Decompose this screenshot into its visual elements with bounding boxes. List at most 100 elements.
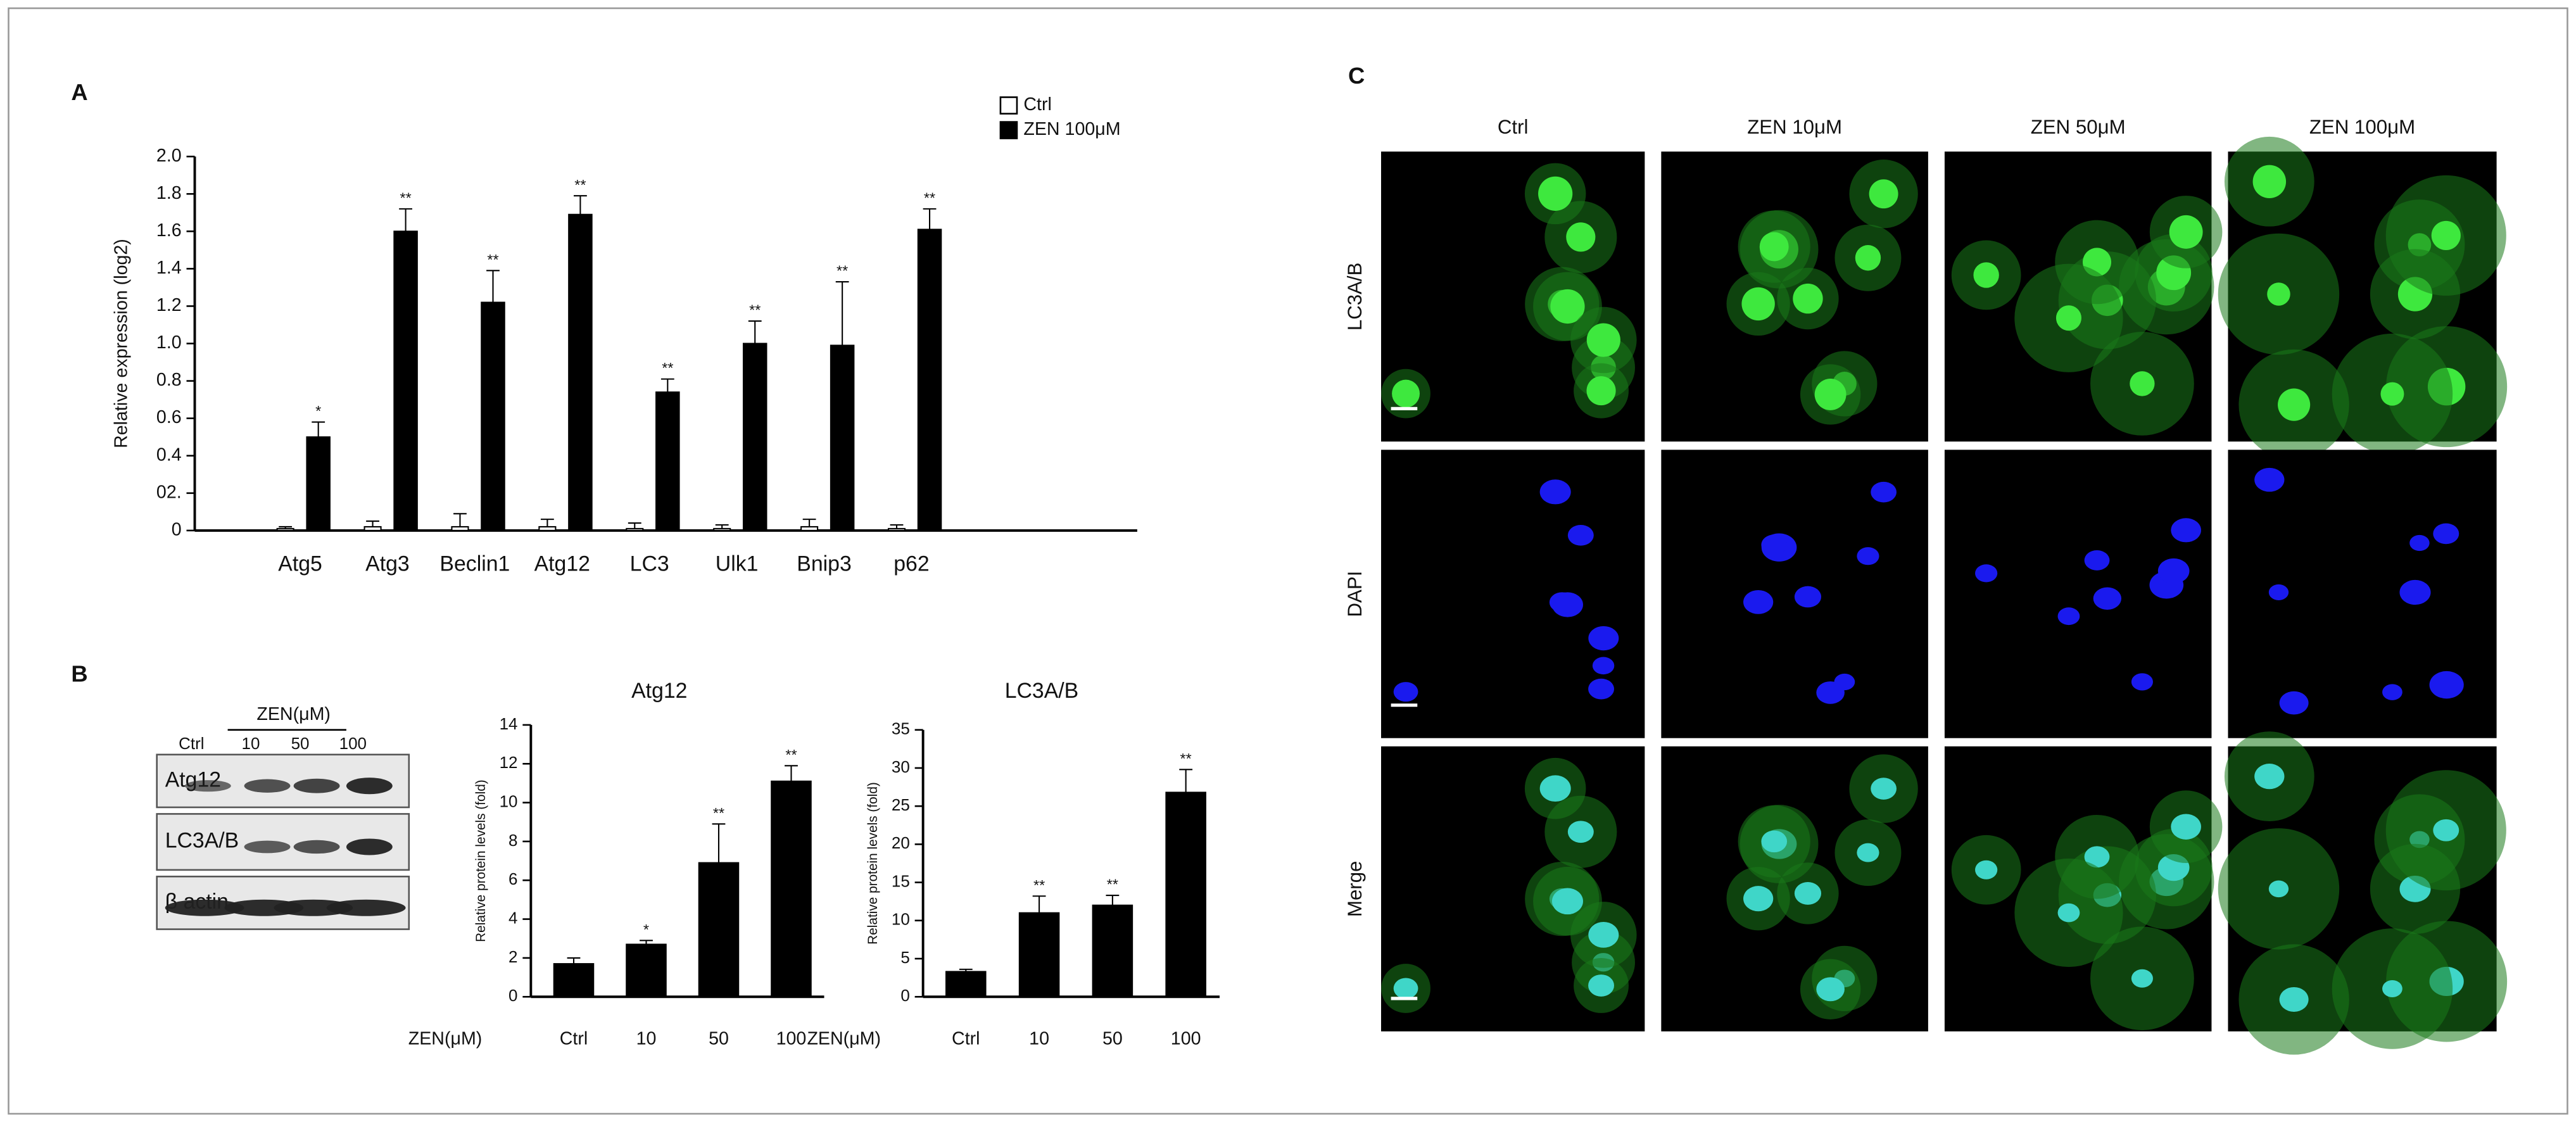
- panel-label: B: [71, 660, 87, 686]
- cell-nucleus: [2057, 903, 2080, 923]
- cell-nucleus: [2279, 691, 2309, 715]
- cell-nucleus: [1871, 481, 1897, 503]
- cell-nucleus: [2268, 880, 2289, 898]
- cell-nucleus: [1586, 323, 1620, 357]
- cell-nucleus: [1588, 921, 1619, 948]
- x-tick-label: Bnip3: [797, 552, 851, 576]
- y-tick-label: 1.6: [156, 220, 182, 241]
- cell-nucleus: [2429, 671, 2464, 699]
- y-tick-label: 15: [892, 871, 910, 890]
- x-tick-label: p62: [893, 552, 929, 576]
- cell-nucleus: [1857, 547, 1879, 565]
- x-axis-label: ZEN(μM): [807, 1028, 881, 1049]
- cell-nucleus: [2433, 523, 2459, 545]
- significance-label: **: [662, 360, 673, 376]
- blot-band: [165, 899, 244, 916]
- error-bar: [1179, 769, 1193, 793]
- error-bar: [640, 940, 653, 945]
- error-bar: [835, 281, 849, 346]
- error-bar: [540, 519, 554, 527]
- cell-nucleus: [1973, 262, 1999, 288]
- cell-nucleus: [1793, 283, 1823, 314]
- y-tick-label: 2.0: [156, 146, 182, 166]
- significance-label: *: [643, 921, 649, 938]
- y-tick-label: 0.6: [156, 407, 182, 427]
- y-tick-label: 14: [500, 714, 518, 733]
- cell-nucleus: [1567, 821, 1594, 843]
- cell-nucleus: [1539, 775, 1571, 802]
- cell-nucleus: [2131, 673, 2153, 691]
- y-tick-label: 8: [508, 831, 517, 850]
- cell-nucleus: [2382, 684, 2402, 700]
- y-axis-label: Relative protein levels (fold): [474, 779, 488, 942]
- bar: [626, 943, 667, 998]
- cell-nucleus: [1393, 682, 1418, 702]
- column-label: ZEN 100μM: [2309, 116, 2415, 138]
- bar: [451, 526, 469, 531]
- cell-nucleus: [1794, 586, 1822, 608]
- cell-nucleus: [2130, 371, 2155, 396]
- bar: [276, 527, 294, 531]
- x-axis-label: ZEN(μM): [408, 1028, 483, 1049]
- error-bar: [574, 195, 587, 215]
- error-bar: [486, 270, 500, 303]
- panel-label: C: [1348, 63, 1365, 89]
- cell-nucleus: [2171, 814, 2201, 840]
- significance-label: **: [574, 177, 586, 193]
- cell-nucleus: [2254, 764, 2285, 790]
- cell-nucleus: [1869, 179, 1898, 209]
- y-tick-label: 1.2: [156, 295, 182, 315]
- cell-nucleus: [1550, 289, 1585, 324]
- row-label: DAPI: [1344, 571, 1366, 617]
- cell-nucleus: [2057, 607, 2080, 626]
- x-tick-label: 100: [1171, 1028, 1201, 1049]
- x-tick-label: LC3: [630, 552, 669, 576]
- y-tick-label: 0.4: [156, 444, 182, 465]
- blot-band: [184, 780, 231, 792]
- cell-nucleus: [1588, 974, 1615, 997]
- x-tick-label: 50: [709, 1028, 729, 1049]
- error-bar: [312, 421, 325, 438]
- significance-label: **: [837, 263, 848, 279]
- bar: [830, 344, 855, 531]
- cell-nucleus: [1743, 589, 1774, 614]
- legend-label: ZEN 100μM: [1023, 119, 1120, 139]
- cell-nucleus: [1566, 222, 1596, 252]
- error-bar: [1106, 895, 1120, 905]
- cell-nucleus: [1816, 681, 1845, 704]
- error-bar: [802, 519, 816, 527]
- x-tick-label: 10: [636, 1028, 657, 1049]
- bar: [626, 527, 644, 531]
- cell-nucleus: [1588, 626, 1619, 651]
- error-bar: [748, 320, 762, 344]
- bar: [553, 963, 595, 998]
- bar: [917, 229, 942, 531]
- y-tick-label: 10: [892, 910, 910, 929]
- blot-band: [244, 779, 291, 793]
- blot-band: [346, 838, 393, 855]
- lane-label: 10: [242, 734, 260, 753]
- cell-nucleus: [2131, 969, 2153, 988]
- cell-nucleus: [1814, 379, 1847, 410]
- significance-label: **: [749, 302, 761, 318]
- significance-label: **: [1033, 877, 1045, 893]
- x-tick-label: 50: [1102, 1028, 1123, 1049]
- y-tick-label: 30: [892, 757, 910, 776]
- error-bar: [715, 524, 729, 529]
- x-tick-label: Beclin1: [439, 552, 510, 576]
- y-tick-label: 25: [892, 795, 910, 814]
- y-axis-label: Relative expression (log2): [111, 239, 132, 448]
- cell-nucleus: [1567, 524, 1594, 546]
- error-bar: [628, 522, 641, 529]
- bar: [698, 862, 740, 998]
- cell-nucleus: [1551, 888, 1583, 915]
- bar: [887, 527, 906, 531]
- error-bar: [660, 378, 674, 393]
- cell-nucleus: [2268, 584, 2289, 600]
- bar: [393, 230, 418, 531]
- cell-nucleus: [1857, 843, 1879, 862]
- cell-nucleus: [1741, 287, 1775, 321]
- y-tick-label: 0: [508, 986, 517, 1005]
- bar: [306, 436, 331, 531]
